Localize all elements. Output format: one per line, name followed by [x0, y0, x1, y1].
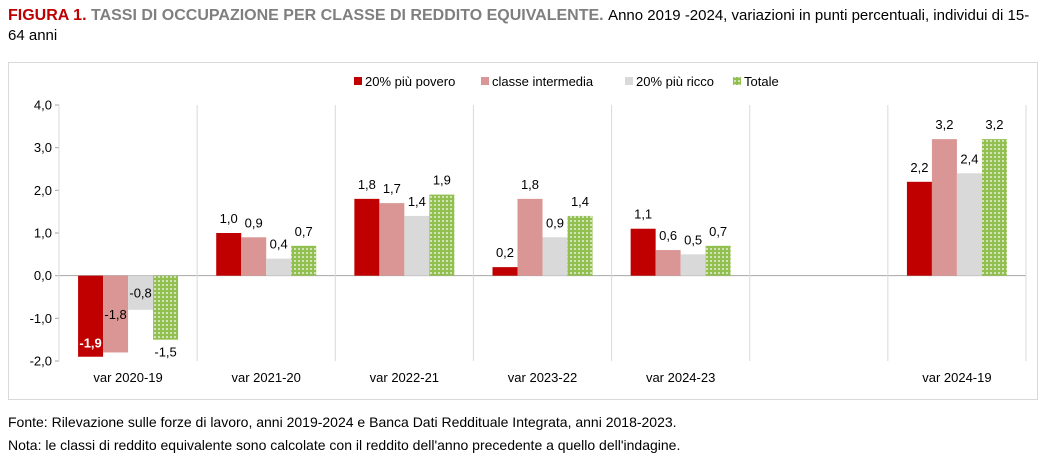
x-tick-label: var 2022-21: [370, 370, 439, 385]
bar: [404, 215, 430, 276]
x-tick-label: var 2021-20: [232, 370, 301, 385]
x-tick-label: var 2024-19: [922, 370, 991, 385]
bar: [429, 194, 455, 276]
bar: [956, 173, 982, 276]
data-label: -1,5: [154, 345, 176, 360]
y-axis: -2,0 -1,0 0,0 1,0 2,0 3,0 4,0: [30, 98, 1027, 369]
bar: [705, 245, 731, 276]
bar: [379, 203, 405, 276]
data-label: 0,9: [245, 215, 263, 230]
bar: [542, 237, 568, 276]
data-label: 1,4: [408, 194, 426, 209]
data-label: 0,4: [270, 237, 288, 252]
legend-swatch: [354, 77, 362, 85]
bar: [655, 250, 681, 276]
y-tick-label: 0,0: [34, 268, 52, 283]
data-label: 0,7: [295, 224, 313, 239]
legend-swatch: [481, 77, 489, 85]
bar: [981, 139, 1007, 276]
bar: [931, 139, 957, 276]
x-tick-label: var 2020-19: [93, 370, 162, 385]
chart-legend: 20% più povero classe intermedia 20% più r…: [354, 74, 779, 89]
data-label: 1,8: [358, 177, 376, 192]
data-label: 1,7: [383, 181, 401, 196]
bar: [291, 245, 317, 276]
source-note: Fonte: Rilevazione sulle forze di lavoro…: [8, 414, 677, 430]
x-tick-label: var 2023-22: [508, 370, 577, 385]
bar: [680, 254, 706, 276]
data-label: 2,2: [910, 160, 928, 175]
figure-subtitle: Anno 2019 -2024, variazioni in punti per…: [8, 7, 1030, 44]
bar: [567, 215, 593, 276]
y-tick-label: 4,0: [34, 98, 52, 113]
data-label: 1,8: [521, 177, 539, 192]
data-label: 2,4: [960, 151, 978, 166]
y-tick-label: 1,0: [34, 226, 52, 241]
data-label: 3,2: [935, 117, 953, 132]
bar-chart: 20% più povero classe intermedia 20% più r…: [30, 74, 1027, 385]
y-tick-label: -2,0: [30, 354, 52, 369]
footnote: Nota: le classi di reddito equivalente s…: [8, 437, 681, 453]
bar: [517, 198, 543, 276]
data-labels: -1,9-1,8-0,8 -1,5 1,0 0,9 0,4 0,7 1,8 1,7 1,4 1,9…: [79, 117, 1003, 360]
y-tick-label: -1,0: [30, 311, 52, 326]
data-label: 0,7: [709, 224, 727, 239]
bar: [128, 275, 154, 310]
legend-swatch: [625, 77, 633, 85]
data-label: -1,9: [79, 336, 101, 351]
chart-bars: [78, 139, 1007, 357]
x-tick-label: var 2024-23: [646, 370, 715, 385]
data-label: 0,2: [496, 245, 514, 260]
bar: [103, 275, 129, 353]
legend-label: 20% più ricco: [636, 74, 714, 89]
bar: [241, 237, 267, 276]
chart-frame: 20% più povero classe intermedia 20% più r…: [8, 62, 1038, 400]
legend-swatch: [733, 77, 741, 85]
x-axis: var 2020-19 var 2021-20 var 2022-21 var 202…: [93, 370, 991, 385]
legend-label: classe intermedia: [492, 74, 594, 89]
legend-label: 20% più povero: [365, 74, 455, 89]
data-label: 1,0: [220, 211, 238, 226]
bar: [492, 267, 518, 276]
figure-heading: TASSI DI OCCUPAZIONE PER CLASSE DI REDDI…: [90, 7, 604, 24]
data-label: -1,8: [104, 307, 126, 322]
data-label: 3,2: [985, 117, 1003, 132]
bar: [906, 181, 932, 276]
bar: [153, 275, 179, 340]
bar: [354, 198, 380, 276]
bar: [78, 275, 104, 357]
y-tick-label: 3,0: [34, 140, 52, 155]
data-label: 1,9: [433, 173, 451, 188]
bar: [266, 258, 292, 276]
data-label: 0,9: [546, 215, 564, 230]
data-label: 0,5: [684, 232, 702, 247]
bar: [630, 228, 656, 276]
legend-label: Totale: [744, 74, 779, 89]
figure-title: FIGURA 1. TASSI DI OCCUPAZIONE PER CLASS…: [8, 6, 1044, 46]
data-label: 1,4: [571, 194, 589, 209]
data-label: 0,6: [659, 228, 677, 243]
data-label: 1,1: [634, 207, 652, 222]
data-label: -0,8: [129, 286, 151, 301]
y-tick-label: 2,0: [34, 183, 52, 198]
figure-number: FIGURA 1.: [8, 7, 87, 24]
bar: [216, 233, 242, 276]
